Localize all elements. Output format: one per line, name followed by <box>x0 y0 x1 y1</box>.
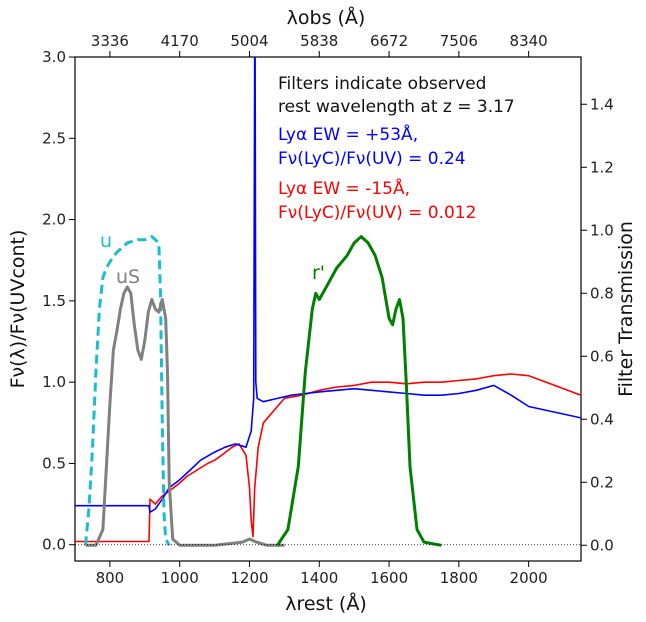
x-top-tick-label-0: 3336 <box>91 32 129 50</box>
x-top-label: λobs (Å) <box>287 6 366 29</box>
annotation-red2: Fν(LyC)/Fν(UV) = 0.012 <box>278 203 476 223</box>
x-top-tick-label-5: 7506 <box>440 32 478 50</box>
annotation-red1: Lyα EW = -15Å, <box>278 177 410 199</box>
x-top-tick-label-4: 6672 <box>370 32 408 50</box>
y-left-tick-label-6: 3.0 <box>42 48 66 66</box>
blue-spectrum-line <box>75 57 581 514</box>
annotation-line2: rest wavelength at z = 3.17 <box>278 97 515 117</box>
y-right-tick-label-6: 1.2 <box>590 158 614 176</box>
filter-label-u: u <box>100 230 112 252</box>
x-tick-label-5: 1800 <box>440 569 478 587</box>
y-left-tick-label-1: 0.5 <box>42 454 66 472</box>
x-top-tick-label-3: 5838 <box>300 32 338 50</box>
filter-label-uS: uS <box>116 266 140 288</box>
y-right-tick-label-0: 0.0 <box>590 536 614 554</box>
x-tick-label-0: 800 <box>96 569 125 587</box>
x-tick-label-1: 1000 <box>161 569 199 587</box>
r-filter-curve <box>276 235 442 547</box>
u-filter-curve <box>84 235 171 547</box>
annotation-blue2: Fν(LyC)/Fν(UV) = 0.24 <box>278 149 466 169</box>
y-right-tick-label-2: 0.4 <box>590 410 614 428</box>
y-left-tick-label-2: 1.0 <box>42 373 66 391</box>
y-left-tick-label-5: 2.5 <box>42 129 66 147</box>
y-right-tick-label-7: 1.4 <box>590 95 614 113</box>
plot-area <box>74 56 582 562</box>
y-left-tick-label-4: 2.0 <box>42 211 66 229</box>
y-right-tick-label-5: 1.0 <box>590 221 614 239</box>
y-right-tick-label-1: 0.2 <box>590 473 614 491</box>
y-left-tick-label-0: 0.0 <box>42 536 66 554</box>
x-tick-label-4: 1600 <box>370 569 408 587</box>
y-right-label: Filter Transmission <box>615 221 637 397</box>
x-bottom-label: λrest (Å) <box>285 592 367 615</box>
y-left-tick-label-3: 1.5 <box>42 292 66 310</box>
y-left-label: Fν(λ)/Fν(UVcont) <box>7 230 29 389</box>
x-tick-label-2: 1200 <box>230 569 268 587</box>
x-tick-label-6: 2000 <box>510 569 548 587</box>
y-right-tick-label-3: 0.6 <box>590 347 614 365</box>
filter-label-r: r' <box>312 262 325 284</box>
x-top-tick-label-6: 8340 <box>510 32 548 50</box>
x-top-tick-label-2: 5004 <box>230 32 268 50</box>
annotation-line1: Filters indicate observed <box>278 74 486 94</box>
y-right-tick-label-4: 0.8 <box>590 284 614 302</box>
x-tick-label-3: 1400 <box>300 569 338 587</box>
x-top-tick-label-1: 4170 <box>161 32 199 50</box>
red-spectrum-line <box>75 373 581 543</box>
annotation-blue1: Lyα EW = +53Å, <box>278 123 418 145</box>
